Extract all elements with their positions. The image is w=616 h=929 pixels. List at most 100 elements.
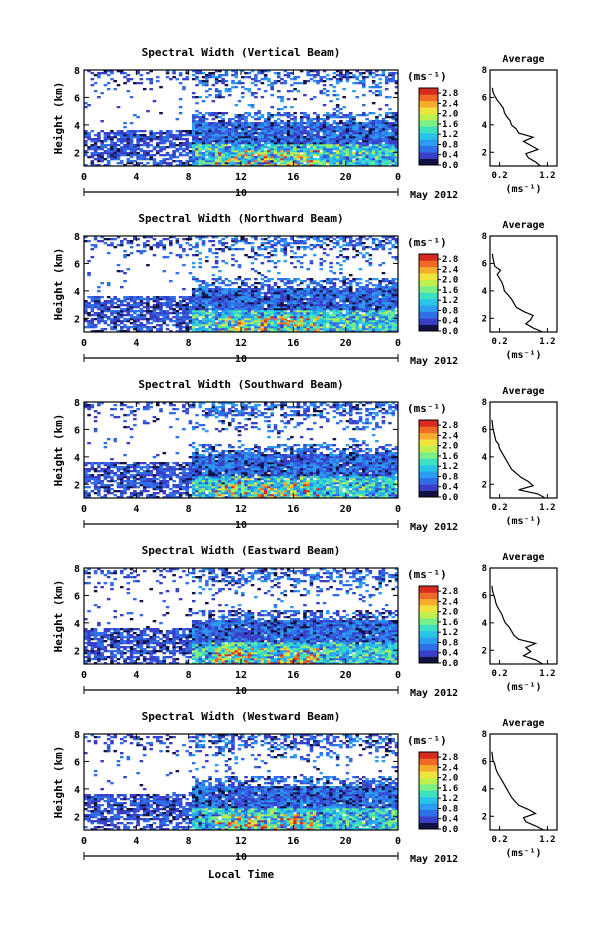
heatmap-cell <box>375 126 379 129</box>
heatmap-cell <box>384 150 389 153</box>
heatmap-cell <box>283 252 288 255</box>
heatmap-cell <box>270 316 275 319</box>
heatmap-cell <box>260 160 265 163</box>
heatmap-cell <box>352 140 356 143</box>
heatmap-cell <box>87 322 91 325</box>
heatmap-cell <box>100 130 104 133</box>
heatmap-cell <box>329 134 333 137</box>
colorbar-tick-label: 2.8 <box>442 255 458 265</box>
heatmap-cell <box>208 328 212 331</box>
heatmap-cell <box>388 294 392 297</box>
heatmap-cell <box>375 160 379 163</box>
heatmap-cell <box>257 292 261 295</box>
heatmap-cell <box>296 164 301 166</box>
heatmap-cell <box>303 114 307 117</box>
heatmap-cell <box>201 154 206 157</box>
heatmap-cell <box>254 144 258 147</box>
heatmap-cell <box>142 326 147 329</box>
heatmap-cell <box>391 134 396 137</box>
heatmap-cell <box>280 126 284 129</box>
heatmap-cell <box>270 310 275 313</box>
heatmap-cell <box>378 86 382 89</box>
heatmap-cell <box>152 254 157 257</box>
heatmap-cell <box>368 320 373 323</box>
heatmap-cell <box>375 120 379 123</box>
heatmap-cell <box>257 138 261 141</box>
heatmap-cell <box>257 158 261 161</box>
heatmap-cell <box>335 306 340 309</box>
heatmap-cell <box>231 74 235 77</box>
heatmap-cell <box>293 136 297 139</box>
heatmap-cell <box>280 142 284 145</box>
heatmap-cell <box>205 80 209 83</box>
heatmap-cell <box>322 158 327 161</box>
heatmap-cell <box>329 78 333 81</box>
heatmap-cell <box>306 164 310 166</box>
heatmap-cell <box>165 310 170 313</box>
heatmap-cell <box>237 126 242 129</box>
heatmap-cell <box>293 154 297 157</box>
heatmap-cell <box>303 312 307 315</box>
heatmap-cell <box>97 140 101 143</box>
heatmap-cell <box>93 318 98 321</box>
heatmap-cell <box>384 316 389 319</box>
heatmap-cell <box>201 242 206 245</box>
heatmap-cell <box>391 300 396 303</box>
heatmap-cell <box>358 72 363 75</box>
heatmap-cell <box>283 308 288 311</box>
heatmap-cell <box>283 128 288 131</box>
heatmap-cell <box>244 76 248 79</box>
heatmap-cell <box>218 292 222 295</box>
heatmap-cell <box>306 306 310 309</box>
heatmap-cell <box>388 154 392 157</box>
heatmap-cell <box>159 140 163 143</box>
heatmap-cell <box>293 252 297 255</box>
heatmap-cell <box>136 324 140 327</box>
heatmap-cell <box>335 144 340 147</box>
heatmap-cell <box>322 160 327 163</box>
heatmap-cell <box>375 312 379 315</box>
heatmap-cell <box>178 304 183 307</box>
heatmap-cell <box>348 124 353 127</box>
heatmap-cell <box>250 148 255 151</box>
heatmap-cell <box>293 306 297 309</box>
heatmap-cell <box>342 238 346 241</box>
heatmap-cell <box>205 306 209 309</box>
heatmap-cell <box>227 150 232 153</box>
heatmap-cell <box>276 144 281 147</box>
heatmap-cell <box>162 244 167 247</box>
heatmap-cell <box>254 302 258 305</box>
heatmap-cell <box>378 122 382 125</box>
heatmap-cell <box>214 302 219 305</box>
heatmap-cell <box>384 116 389 119</box>
heatmap-cell <box>309 164 314 166</box>
heatmap-cell <box>358 132 363 135</box>
heatmap-cell <box>208 128 212 131</box>
heatmap-cell <box>247 160 252 163</box>
heatmap-cell <box>378 312 382 315</box>
heatmap-cell <box>227 140 232 143</box>
heatmap-cell <box>283 294 288 297</box>
heatmap-cell <box>227 318 232 321</box>
heatmap-cell <box>218 248 222 251</box>
heatmap-cell <box>342 162 346 165</box>
heatmap-cell <box>394 114 398 117</box>
heatmap-cell <box>384 284 389 287</box>
heatmap-cell <box>326 292 330 295</box>
heatmap-cell <box>276 74 281 77</box>
heatmap-cell <box>224 310 229 313</box>
heatmap-cell <box>129 146 134 149</box>
heatmap-cell <box>316 290 320 293</box>
heatmap-cell <box>234 290 239 293</box>
heatmap-cell <box>155 300 160 303</box>
heatmap-cell <box>260 312 265 315</box>
heatmap-cell <box>263 132 268 135</box>
colorbar-tick-label: 2.0 <box>442 110 458 120</box>
heatmap-cell <box>93 410 98 413</box>
heatmap-cell <box>208 304 212 307</box>
heatmap-cell <box>342 288 346 291</box>
heatmap-cell <box>391 328 396 331</box>
heatmap-cell <box>241 146 245 149</box>
heatmap-cell <box>198 72 203 75</box>
heatmap-cell <box>267 130 271 133</box>
